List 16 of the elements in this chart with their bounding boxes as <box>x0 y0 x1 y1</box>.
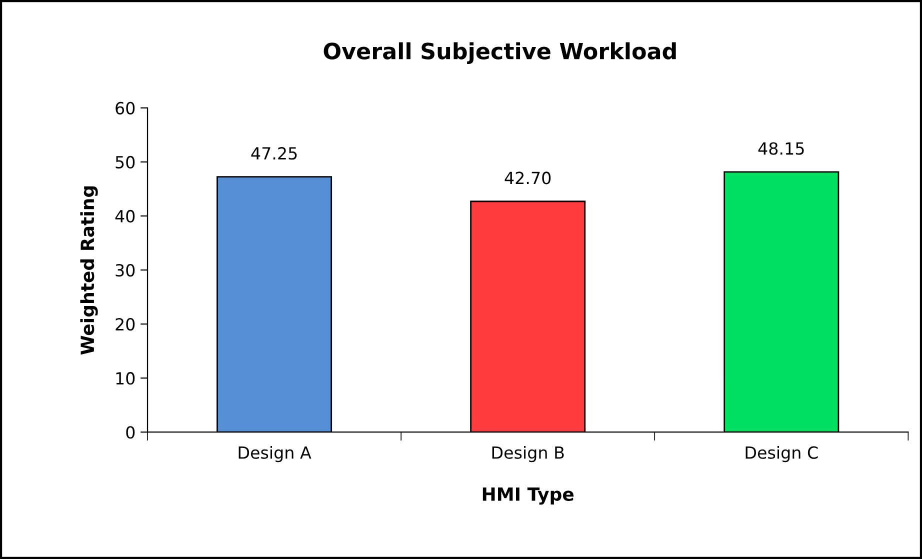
y-axis-title: Weighted Rating <box>80 186 98 355</box>
y-tick-label: 20 <box>116 318 135 331</box>
x-axis-title: HMI Type <box>482 488 574 505</box>
chart-title: Overall Subjective Workload <box>324 42 676 64</box>
data-label: 48.15 <box>758 142 804 155</box>
y-tick-label: 30 <box>116 264 135 277</box>
y-tick-label: 60 <box>116 102 135 114</box>
x-tick-label: Design B <box>492 446 564 462</box>
data-label: 42.70 <box>504 172 551 184</box>
data-label: 47.25 <box>251 147 297 160</box>
y-tick-label: 40 <box>115 210 135 223</box>
y-tick-label: 10 <box>116 372 135 385</box>
x-tick-label: Design A <box>238 446 312 462</box>
y-tick-label: 0 <box>126 426 135 439</box>
y-tick-label: 50 <box>116 156 135 168</box>
x-tick-label: Design C <box>746 446 818 462</box>
